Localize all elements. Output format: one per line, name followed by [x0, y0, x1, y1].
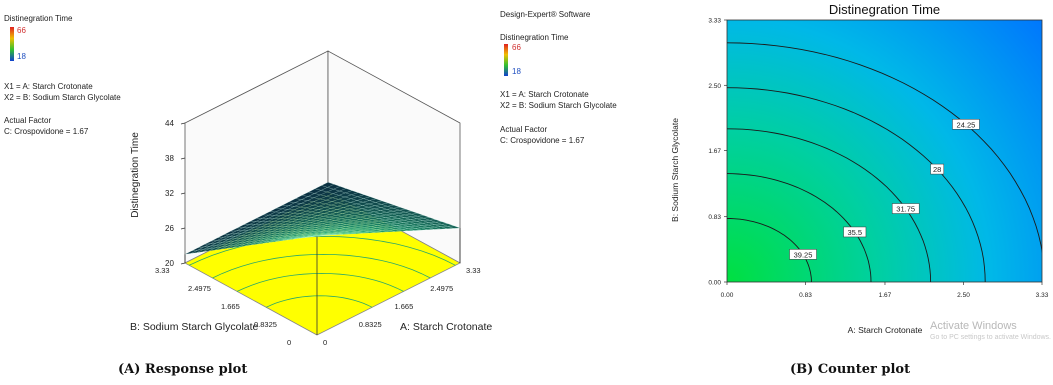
y-tick-label: 0.00	[708, 280, 721, 287]
response-surface-plot: 20 26 32 38 44 Distinegration Time 0 0.8325 1.66…	[130, 50, 492, 345]
y-tick-label: 2.50	[708, 83, 721, 90]
floor-contour-line	[212, 253, 431, 279]
contour-line	[727, 218, 812, 282]
b-tick-label: 2.4975	[188, 284, 211, 293]
z-tick-label: 32	[165, 189, 174, 198]
b-tick-label: 0.8325	[254, 320, 277, 329]
left-actual-factor: Actual Factor	[4, 116, 52, 125]
contour-line	[727, 128, 932, 282]
b-tick-label: 3.33	[155, 266, 170, 275]
z-tick-label: 38	[165, 154, 174, 163]
contour-line	[727, 173, 872, 282]
mid-software-label: Design-Expert® Software	[500, 10, 591, 19]
mid-x2-def: X2 = B: Sodium Starch Glycolate	[500, 101, 617, 110]
left-legend-title: Distinegration Time	[4, 14, 73, 23]
y-tick-label: 0.83	[708, 214, 721, 221]
left-legend-low: 18	[17, 52, 26, 61]
mid-legend-title: Distinegration Time	[500, 33, 569, 42]
activate-windows-hint: Go to PC settings to activate Windows.	[930, 334, 1051, 341]
a-tick-label: 0.8325	[359, 320, 382, 329]
contour-level-label: 31.75	[896, 205, 915, 214]
left-x1-def: X1 = A: Starch Crotonate	[4, 82, 93, 91]
left-x2-def: X2 = B: Sodium Starch Glycolate	[4, 93, 121, 102]
contour-title: Distinegration Time	[829, 2, 940, 17]
contour-level-label: 39.25	[794, 250, 813, 259]
mid-x1-def: X1 = A: Starch Crotonate	[500, 90, 589, 99]
left-factor-value: C: Crospovidone = 1.67	[4, 127, 89, 136]
x-tick-label: 1.67	[879, 292, 892, 299]
contour-plot: 24.25 28 31.75 35.5 39.25 0.00 0.83 1.67 2.50 3.3…	[670, 2, 1049, 335]
a-tick-label: 2.4975	[430, 284, 453, 293]
x-tick-label: 2.50	[957, 292, 970, 299]
a-axis-label: A: Starch Crotonate	[400, 321, 492, 333]
caption-counter-plot: (B) Counter plot	[790, 362, 911, 377]
floor-contour-line	[266, 295, 373, 308]
floor-contour-line	[189, 235, 456, 266]
y-tick-label: 1.67	[708, 148, 721, 155]
floor-contour-line	[236, 272, 404, 292]
mid-legend-low: 18	[512, 67, 521, 76]
x-tick-label: 0.00	[721, 292, 734, 299]
a-tick-label: 3.33	[466, 266, 481, 275]
caption-response-plot: (A) Response plot	[118, 362, 248, 377]
contour-x-axis-label: A: Starch Crotonate	[848, 325, 923, 335]
x-tick-label: 3.33	[1036, 292, 1049, 299]
z-axis-label: Distinegration Time	[130, 132, 141, 218]
contour-line	[727, 87, 986, 282]
contour-label-box	[789, 249, 817, 260]
z-tick	[180, 262, 186, 265]
contour-plot-area	[726, 19, 1043, 283]
z-tick	[180, 227, 186, 230]
contour-level-label: 28	[933, 165, 941, 174]
contour-y-axis-label: B: Sodium Starch Glycolate	[670, 118, 680, 222]
mid-legend-colorbar	[504, 44, 508, 76]
contour-label-box	[843, 226, 867, 238]
contour-level-label: 24.25	[957, 120, 976, 129]
mid-actual-factor: Actual Factor	[500, 125, 548, 134]
y-tick-label: 3.33	[708, 18, 721, 25]
z-tick-label: 20	[165, 259, 174, 268]
activate-windows-watermark: Activate Windows	[930, 320, 1017, 332]
contour-lines	[727, 42, 1042, 282]
a-tick-label: 1.665	[395, 302, 414, 311]
surface-cell	[310, 235, 324, 237]
contour-label-box	[891, 203, 920, 214]
left-legend-colorbar	[10, 27, 14, 61]
b-axis-label: B: Sodium Starch Glycolate	[130, 321, 259, 333]
mid-factor-value: C: Crospovidone = 1.67	[500, 136, 585, 145]
contour-label-box	[930, 163, 945, 175]
b-tick-label: 0	[287, 338, 291, 345]
z-tick-label: 44	[165, 119, 174, 128]
mid-legend-high: 66	[512, 43, 521, 52]
contour-label-box	[952, 119, 980, 130]
z-tick	[180, 157, 186, 160]
contour-line	[727, 42, 1042, 254]
contour-level-label: 35.5	[847, 228, 862, 237]
x-tick-label: 0.83	[799, 292, 812, 299]
b-tick-label: 1.665	[221, 302, 240, 311]
a-tick-label: 0	[323, 338, 327, 345]
z-tick	[180, 192, 186, 195]
left-legend-high: 66	[17, 26, 26, 35]
z-tick-label: 26	[165, 224, 174, 233]
z-tick	[180, 122, 186, 125]
